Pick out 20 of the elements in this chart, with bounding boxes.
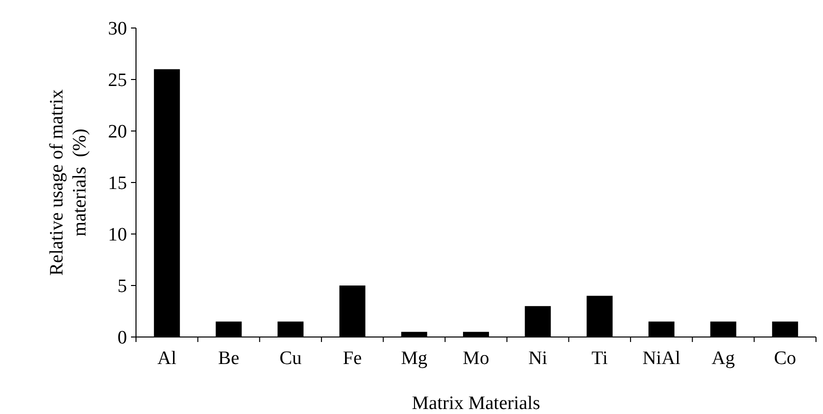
x-tick-label: Be <box>218 348 240 369</box>
x-tick-label: Mo <box>462 348 490 369</box>
x-tick-label: Ti <box>592 348 608 369</box>
x-tick-label: Cu <box>279 348 302 369</box>
x-tick-label: Ag <box>712 348 736 369</box>
y-tick-label: 30 <box>108 18 127 40</box>
y-tick-label: 5 <box>118 276 127 298</box>
x-tick-label: Al <box>157 348 176 369</box>
x-axis-title: Matrix Materials <box>412 393 540 414</box>
x-tick-label: Fe <box>342 348 362 369</box>
y-tick-label: 15 <box>108 173 127 194</box>
x-tick-label: NiAl <box>642 348 680 369</box>
y-axis-title: Relative usage of matrix materials (%) <box>46 88 90 276</box>
x-tick-label: Co <box>774 348 796 369</box>
x-tick-label: Ni <box>528 348 548 369</box>
y-tick-label: 20 <box>108 122 127 143</box>
y-tick-label: 0 <box>118 328 127 349</box>
x-tick-label: Mg <box>400 348 428 369</box>
y-tick-label: 10 <box>108 224 127 246</box>
y-tick-label: 25 <box>108 70 127 92</box>
